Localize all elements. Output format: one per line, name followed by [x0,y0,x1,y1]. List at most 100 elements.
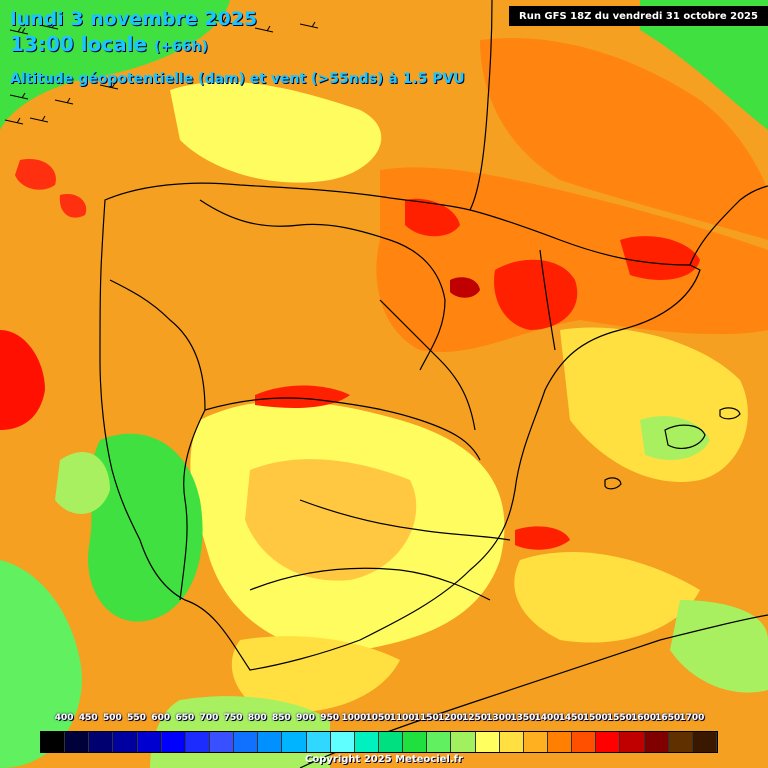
field-red-nw1 [15,159,56,190]
field-yellow-southeast [514,551,700,643]
legend-swatch [378,732,404,752]
copyright: Copyright 2025 Meteociel.fr [305,754,463,765]
legend-label: 1100 [389,713,415,723]
field-green-topleft [0,0,230,130]
legend-label: 1650 [655,713,681,723]
field-orange-north [376,167,768,353]
legend-label: 600 [151,713,171,723]
pyrenees-border [469,0,493,211]
legend-label: 1400 [534,713,560,723]
region-borders-3 [299,499,511,541]
field-description: Altitude géopotentielle (dam) et vent (>… [10,71,465,87]
legend-swatch [403,732,428,752]
legend-label: 500 [103,713,122,723]
legend-label: 700 [199,713,219,723]
legend-swatch [185,732,210,752]
region-borders-1 [199,199,446,371]
legend-swatch [65,732,90,752]
field-yellow-north [170,81,382,183]
legend-swatch [596,732,621,752]
legend-labels: 400 450 500 550 600 650 700 750 800 850 900 950 1000… [40,713,716,727]
balearic-menorca [719,407,741,420]
legend-label: 1050 [365,713,391,723]
iberia-coastline [99,182,701,671]
forecast-date: lundi 3 novembre 2025 [10,8,258,30]
legend-label: 800 [247,713,267,723]
legend-swatch [306,732,331,752]
field-green-topright [640,0,768,130]
legend-swatch [282,732,307,752]
region-borders-2 [204,397,481,461]
forecast-lead-time: (+66h) [153,39,208,55]
legend-label: 950 [320,713,340,723]
legend-swatch [451,732,476,752]
legend-swatch [668,732,693,752]
legend-swatch [427,732,452,752]
legend-label: 1150 [413,713,439,723]
legend-label: 450 [78,713,98,723]
field-lightgreen-west [55,451,110,514]
legend-label: 550 [127,713,146,723]
region-borders-6 [539,249,556,351]
field-red-central [255,385,350,408]
legend-swatch [499,732,524,752]
field-lightgreen-east [640,416,710,460]
legend-label: 1550 [606,713,632,723]
legend-swatch [475,732,500,752]
legend-label: 900 [296,713,315,723]
balearic-ibiza [604,477,622,490]
field-red-north [494,259,578,330]
field-orange-northeast [480,38,768,240]
legend-swatch [41,732,66,752]
field-yellow-south [231,636,400,713]
legend-swatch [692,732,717,752]
field-red-west [0,330,45,430]
field-red-southeast [515,526,570,550]
forecast-time: 13:00 locale (+66h) [10,32,208,56]
region-borders-4 [249,567,491,601]
field-green-southwest [0,560,82,768]
legend-label: 750 [223,713,243,723]
legend-label: 1500 [582,713,608,723]
legend-swatch [547,732,573,752]
run-label: Run GFS 18Z du vendredi 31 octobre 2025 [509,6,768,26]
legend-swatch [620,732,645,752]
legend-swatch [644,732,669,752]
legend-swatch [523,732,548,752]
legend-swatch [89,732,114,752]
legend-swatch [209,732,235,752]
legend-swatch [234,732,259,752]
region-borders-5 [379,299,476,431]
forecast-time-main: 13:00 locale [10,32,147,56]
legend-swatch [161,732,186,752]
field-green-southeast [670,600,768,693]
field-darkred-ebro [450,277,480,298]
legend-label: 1600 [631,713,657,723]
balearic-mallorca [664,424,706,449]
legend-swatch [354,732,379,752]
legend-label: 1700 [679,713,705,723]
legend-label: 400 [54,713,74,723]
field-red-northeast [620,236,700,280]
legend-swatch [137,732,162,752]
france-coast [689,185,768,266]
legend-swatch [113,732,138,752]
legend-swatch [572,732,597,752]
wind-barbs [4,16,319,125]
field-green-west [88,433,203,622]
legend-label: 650 [175,713,195,723]
legend-swatch [258,732,283,752]
legend-label: 850 [272,713,291,723]
legend-label: 1200 [437,713,463,723]
legend-colorbar [40,731,718,753]
legend-swatch [330,732,355,752]
legend-label: 1450 [558,713,584,723]
legend-label: 1350 [510,713,536,723]
legend-label: 1000 [341,713,367,723]
field-lightorange-center [245,459,417,581]
portugal-border [109,279,206,601]
field-red-nw2 [59,194,87,218]
field-red-basque [405,198,460,237]
